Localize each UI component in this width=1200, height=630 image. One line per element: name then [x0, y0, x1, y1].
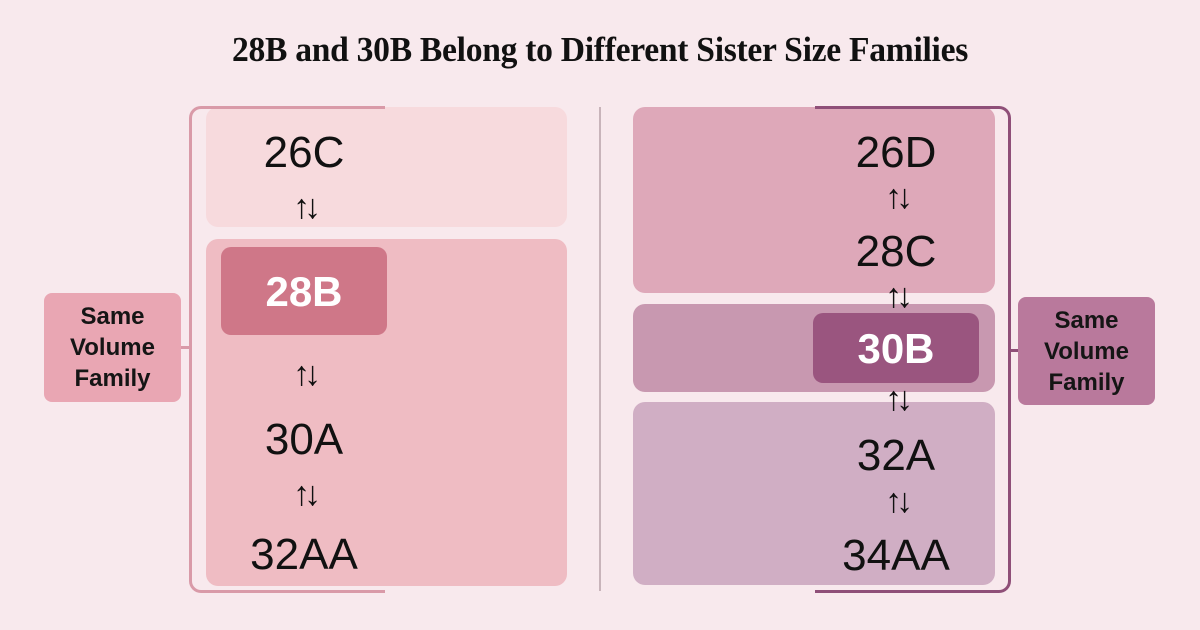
size-28c: 28C — [855, 227, 937, 276]
swap-arrows-icon: ↑↓ — [885, 380, 913, 418]
label-line: Same — [1054, 306, 1119, 334]
size-32aa: 32AA — [250, 530, 358, 579]
left-family-bracket — [189, 106, 385, 593]
label-line: Family — [1048, 368, 1125, 396]
label-line: Volume — [70, 334, 155, 361]
right-family-bracket — [815, 106, 1011, 593]
left-highlight-box — [221, 247, 387, 335]
right-same-volume-family-label: Same Volume Family — [1018, 297, 1155, 405]
size-32a: 32A — [856, 431, 936, 480]
size-34aa: 34AA — [842, 531, 950, 580]
swap-arrows-icon: ↑↓ — [885, 482, 913, 520]
right-highlight-box — [813, 313, 979, 383]
swap-arrows-icon: ↑↓ — [293, 475, 321, 513]
right-family-lower-block — [633, 402, 995, 585]
left-bracket-connector — [181, 346, 190, 349]
swap-arrows-icon: ↑↓ — [293, 188, 321, 226]
left-outside-block — [206, 107, 567, 227]
swap-arrows-icon: ↑↓ — [885, 178, 913, 216]
size-30a: 30A — [264, 415, 344, 464]
label-line: Family — [74, 365, 151, 392]
right-outside-block — [633, 107, 995, 293]
size-26c: 26C — [263, 128, 345, 177]
swap-arrows-icon: ↑↓ — [293, 355, 321, 393]
size-28b-highlighted: 28B — [265, 268, 343, 315]
diagram-title: 28B and 30B Belong to Different Sister S… — [231, 30, 968, 69]
center-divider — [599, 107, 601, 591]
label-line: Same — [80, 303, 145, 330]
size-30b-highlighted: 30B — [857, 325, 935, 372]
swap-arrows-icon: ↑↓ — [885, 277, 913, 315]
left-same-volume-family-label: Same Volume Family — [44, 293, 181, 402]
size-26d: 26D — [855, 128, 937, 177]
right-bracket-connector — [1010, 349, 1019, 352]
label-line: Volume — [1044, 337, 1129, 365]
